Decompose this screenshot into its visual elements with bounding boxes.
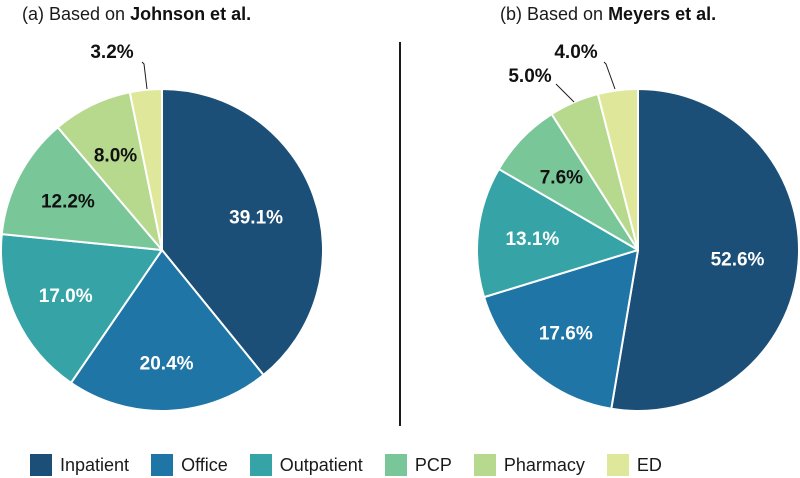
- leader-line-meyers-ed: [603, 61, 616, 90]
- panel-b-title-prefix: (b) Based on: [500, 4, 609, 24]
- legend-label-pharmacy: Pharmacy: [503, 454, 585, 475]
- legend-item-outpatient: Outpatient: [249, 454, 363, 476]
- legend-swatch-pharmacy: [473, 454, 496, 476]
- legend-swatch-inpatient: [30, 454, 52, 476]
- legend-label-ed: ED: [636, 454, 662, 475]
- legend-item-office: Office: [151, 454, 228, 476]
- pie-slice-johnson-outpatient: [0, 233, 163, 384]
- leader-line-meyers-pharmacy: [555, 83, 575, 103]
- pie-slice-johnson-inpatient: [161, 88, 324, 376]
- legend-item-inpatient: Inpatient: [30, 454, 129, 476]
- panel-b-title: (b) Based on Meyers et al.: [500, 4, 716, 25]
- data-label-johnson-pharmacy: 8.0%: [94, 146, 137, 167]
- legend-label-outpatient: Outpatient: [279, 454, 363, 475]
- legend-swatch-office: [151, 454, 174, 476]
- panel-divider: [399, 42, 401, 426]
- panel-a-title: (a) Based on Johnson et al.: [22, 4, 251, 25]
- data-label-meyers-outpatient: 13.1%: [505, 229, 559, 250]
- data-label-johnson-pcp: 12.2%: [41, 192, 95, 213]
- pie-chart-johnson: 39.1% 20.4% 17.0% 12.2% 8.0% 3.2%: [0, 42, 324, 412]
- data-label-meyers-ed: 4.0%: [554, 42, 597, 63]
- legend-item-pharmacy: Pharmacy: [473, 454, 585, 476]
- legend-item-pcp: PCP: [384, 454, 452, 476]
- data-label-meyers-pcp: 7.6%: [540, 167, 583, 188]
- data-label-johnson-outpatient: 17.0%: [39, 286, 93, 307]
- pie-slice-johnson-pcp: [0, 126, 163, 251]
- legend-item-ed: ED: [606, 454, 662, 476]
- pie-slice-meyers-ed: [596, 88, 639, 251]
- pie-slice-meyers-inpatient: [610, 88, 800, 412]
- legend-label-pcp: PCP: [414, 454, 452, 475]
- data-label-meyers-office: 17.6%: [539, 323, 593, 344]
- legend: Inpatient Office Outpatient PCP Pharmacy ED: [30, 452, 662, 478]
- data-label-johnson-office: 20.4%: [140, 354, 194, 375]
- pie-slice-johnson-office: [70, 249, 265, 412]
- pie-slice-meyers-office: [483, 249, 639, 410]
- legend-label-office: Office: [181, 454, 228, 475]
- legend-swatch-ed: [606, 454, 629, 476]
- data-label-meyers-inpatient: 52.6%: [711, 249, 765, 270]
- pie-slice-meyers-outpatient: [476, 168, 639, 299]
- data-label-meyers-pharmacy: 5.0%: [508, 66, 551, 87]
- data-label-johnson-ed: 3.2%: [90, 42, 133, 63]
- leader-line-johnson-ed: [141, 61, 148, 90]
- panel-a-title-prefix: (a) Based on: [22, 4, 131, 24]
- panel-b-title-source: Meyers et al.: [608, 4, 717, 24]
- panel-a-title-source: Johnson et al.: [130, 4, 252, 24]
- legend-label-inpatient: Inpatient: [60, 454, 130, 475]
- pie-slice-johnson-ed: [128, 88, 163, 251]
- legend-swatch-outpatient: [249, 454, 272, 476]
- pie-chart-meyers: 52.6% 17.6% 13.1% 7.6% 5.0%4.0%: [476, 42, 800, 412]
- data-label-johnson-inpatient: 39.1%: [229, 208, 283, 229]
- legend-swatch-pcp: [384, 454, 407, 476]
